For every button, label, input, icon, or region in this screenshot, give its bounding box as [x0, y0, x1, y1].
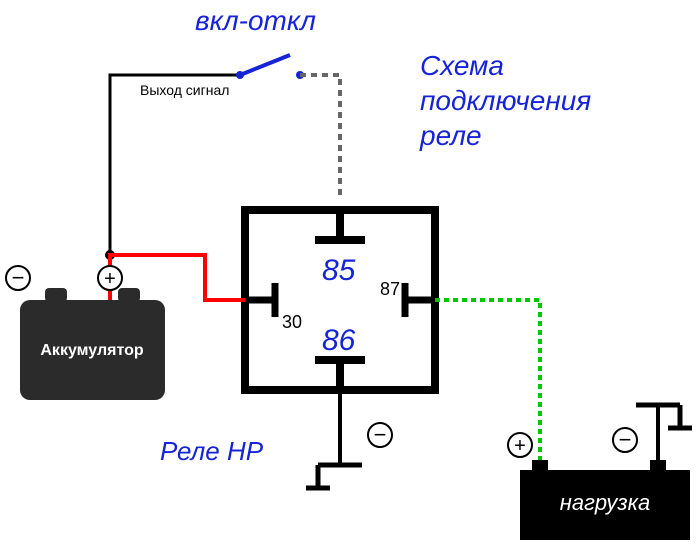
- pin-30-label: 30: [282, 312, 302, 332]
- wire-signal-out: [110, 75, 238, 255]
- svg-text:+: +: [104, 268, 116, 290]
- pin-86-icon: [315, 360, 365, 390]
- signal-out-label: Выход сигнал: [140, 82, 229, 98]
- ground-minus-icon: −: [368, 422, 392, 447]
- title-line-2: подключения: [420, 85, 591, 116]
- load-terminal-plus: [532, 460, 548, 472]
- load-terminal-minus: [650, 460, 666, 472]
- relay-wiring-diagram: Схема подключения реле вкл-откл Выход си…: [0, 0, 700, 555]
- pin-87-label: 87: [380, 279, 400, 299]
- pin-30-icon: [245, 283, 275, 317]
- load-label: нагрузка: [560, 490, 651, 515]
- svg-text:−: −: [374, 422, 387, 447]
- battery-label: Аккумулятор: [40, 342, 143, 359]
- relay-label: Реле НР: [160, 436, 264, 466]
- load-ground-icon: [636, 405, 692, 428]
- title-line-3: реле: [419, 120, 482, 151]
- load-minus-icon: −: [613, 427, 637, 452]
- switch-icon: [236, 55, 304, 79]
- pin-85-label: 85: [322, 254, 356, 287]
- pin-87-icon: [405, 283, 435, 317]
- pin-86-label: 86: [322, 324, 356, 357]
- svg-text:−: −: [619, 427, 632, 452]
- ground-icon: [306, 465, 362, 488]
- svg-text:−: −: [12, 265, 25, 290]
- wire-switch-to-85: [300, 75, 340, 200]
- switch-label: вкл-откл: [195, 5, 316, 36]
- svg-text:+: +: [514, 435, 526, 457]
- battery-minus-icon: −: [6, 265, 30, 290]
- battery-plus-icon: +: [98, 266, 122, 290]
- pin-85-icon: [315, 210, 365, 240]
- load-plus-icon: +: [508, 433, 532, 457]
- title-line-1: Схема: [420, 50, 504, 81]
